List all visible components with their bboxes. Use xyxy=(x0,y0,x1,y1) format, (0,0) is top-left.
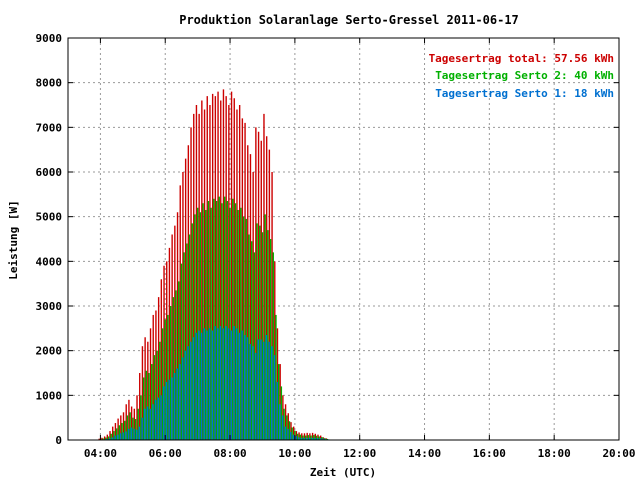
x-tick-label: 10:00 xyxy=(278,447,311,460)
y-axis: 0 1000 2000 3000 4000 5000 6000 7000 8000 9000 xyxy=(36,32,619,447)
x-tick-label: 12:00 xyxy=(343,447,376,460)
plot-frame xyxy=(67,37,620,441)
y-tick-label: 8000 xyxy=(36,77,63,90)
x-tick-label: 04:00 xyxy=(84,447,117,460)
x-axis-label: Zeit (UTC) xyxy=(310,466,376,479)
x-tick-label: 06:00 xyxy=(149,447,182,460)
legend-serto-2: Tagesertrag Serto 2: 40 kWh xyxy=(435,69,614,82)
x-axis: 04:00 06:00 08:00 10:00 12:00 14:00 16:00 18:00… xyxy=(84,38,636,460)
grid-lines xyxy=(68,38,619,440)
x-tick-label: 20:00 xyxy=(602,447,635,460)
legend-total: Tagesertrag total: 57.56 kWh xyxy=(429,52,614,65)
y-tick-label: 5000 xyxy=(36,211,63,224)
x-tick-label: 18:00 xyxy=(538,447,571,460)
y-axis-label: Leistung [W] xyxy=(7,200,20,279)
x-tick-label: 16:00 xyxy=(473,447,506,460)
y-tick-label: 7000 xyxy=(36,121,63,134)
chart-title: Produktion Solaranlage Serto-Gressel 201… xyxy=(179,13,519,27)
y-tick-label: 1000 xyxy=(36,389,63,402)
y-tick-label: 0 xyxy=(55,434,62,447)
legend-serto-1: Tagesertrag Serto 1: 18 kWh xyxy=(435,87,614,100)
y-tick-label: 2000 xyxy=(36,345,63,358)
y-tick-label: 4000 xyxy=(36,255,63,268)
legend: Tagesertrag total: 57.56 kWh Tagesertrag… xyxy=(429,52,614,100)
y-tick-label: 9000 xyxy=(36,32,63,45)
y-tick-label: 6000 xyxy=(36,166,63,179)
bars xyxy=(98,89,330,440)
y-tick-label: 3000 xyxy=(36,300,63,313)
x-tick-label: 14:00 xyxy=(408,447,441,460)
x-tick-label: 08:00 xyxy=(213,447,246,460)
